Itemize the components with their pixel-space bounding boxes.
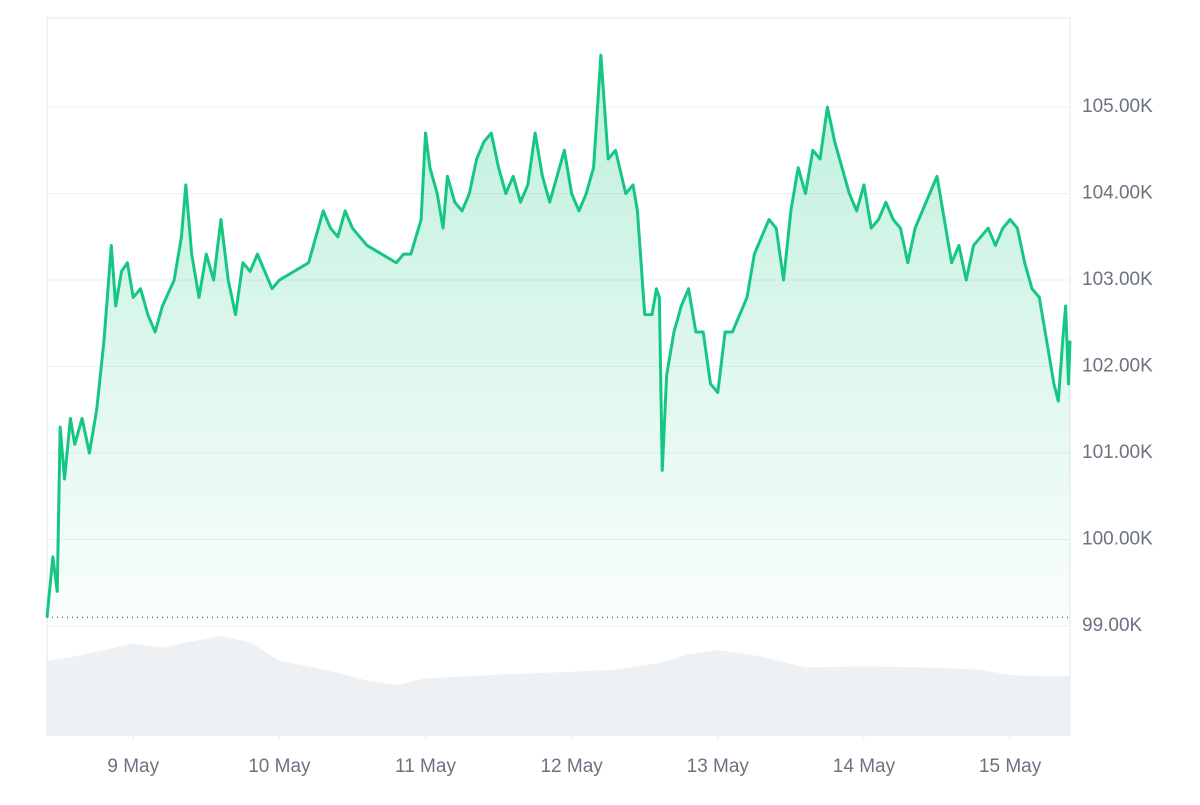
- x-tick-label: 14 May: [833, 756, 896, 777]
- y-tick-label: 104.00K: [1082, 183, 1153, 204]
- x-tick-label: 15 May: [979, 756, 1042, 777]
- y-tick-label: 100.00K: [1082, 529, 1153, 550]
- y-tick-label: 99.00K: [1082, 615, 1143, 636]
- x-tick-label: 10 May: [248, 756, 311, 777]
- x-tick-label: 11 May: [395, 756, 456, 777]
- price-line: [45, 53, 1072, 618]
- y-tick-label: 101.00K: [1082, 442, 1153, 463]
- y-tick-label: 102.00K: [1082, 356, 1153, 377]
- volume-area: [47, 635, 1070, 735]
- x-tick-label: 13 May: [687, 756, 750, 777]
- y-tick-label: 103.00K: [1082, 269, 1153, 290]
- x-tick-label: 9 May: [107, 756, 159, 777]
- y-tick-label: 105.00K: [1082, 96, 1153, 117]
- x-tick-label: 12 May: [540, 756, 603, 777]
- price-area: [47, 55, 1070, 626]
